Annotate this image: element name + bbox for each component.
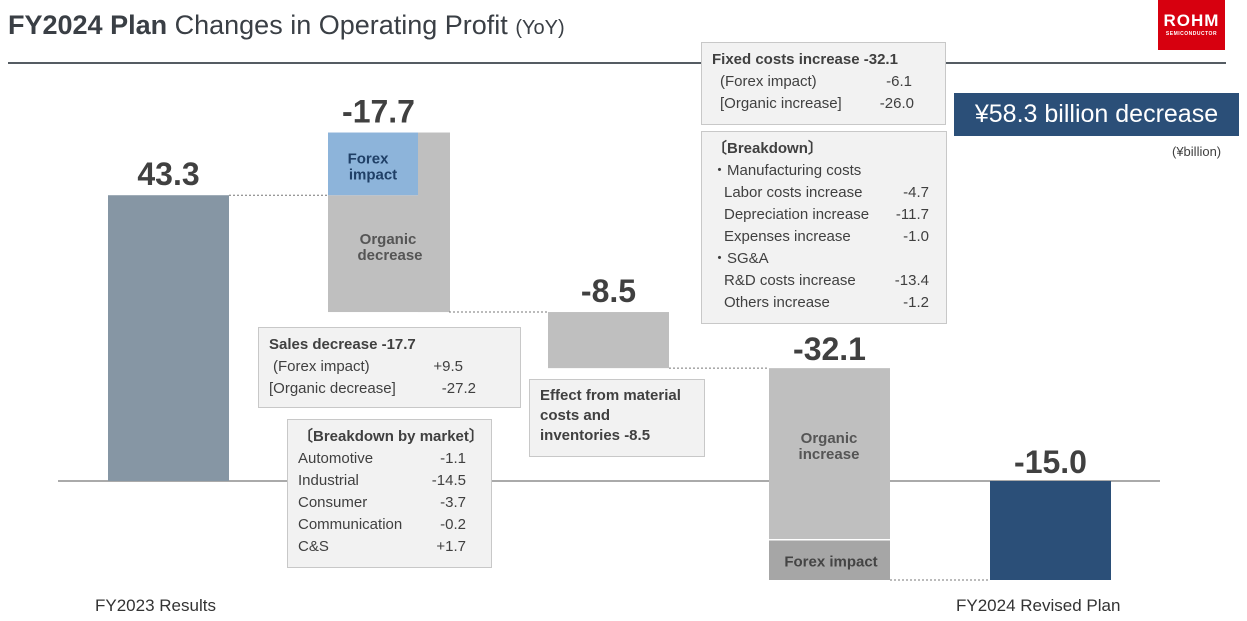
page-title: FY2024 Plan Changes in Operating Profit … <box>8 10 565 41</box>
value-label: -17.7 <box>342 94 415 130</box>
row-label: Industrial <box>298 472 359 489</box>
title-rest: Changes in Operating Profit <box>174 10 508 40</box>
breakdown-row: Others increase -1.2 <box>712 292 929 314</box>
category-label: FY2024 Revised Plan <box>956 596 1121 615</box>
bar-sales-forex <box>328 132 418 196</box>
row-label: Automotive <box>298 450 374 467</box>
row-label: C&S <box>298 538 329 555</box>
fixed-row-label: [Organic increase] <box>720 95 842 112</box>
material-box: Effect from material costs and inventori… <box>529 379 705 457</box>
title-divider <box>8 62 1226 64</box>
segment-label: Organic <box>360 231 417 248</box>
fixed-costs-box: Fixed costs increase -32.1 (Forex impact… <box>701 42 946 125</box>
breakdown-row: Industrial -14.5 <box>298 470 466 492</box>
value-label: 43.3 <box>137 156 199 192</box>
breakdown-row: R&D costs increase -13.4 <box>712 270 929 292</box>
segment-label: increase <box>799 446 860 463</box>
bar-fy2024 <box>990 481 1111 580</box>
headline-badge: ¥58.3 billion decrease <box>954 93 1239 136</box>
row-label: Expenses increase <box>724 228 851 245</box>
sales-box: Sales decrease -17.7 (Forex impact) +9.5 … <box>258 327 521 408</box>
row-label: Depreciation increase <box>724 206 870 223</box>
fixed-row-label: (Forex impact) <box>720 73 817 90</box>
row-value: -1.0 <box>903 228 929 245</box>
value-label: -32.1 <box>793 331 866 367</box>
segment-label: Forex <box>348 151 390 168</box>
breakdown-box: 〔Breakdown〕 ・Manufacturing costs Labor c… <box>701 131 947 324</box>
segment-label: impact <box>349 167 397 184</box>
unit-label: (¥billion) <box>1172 144 1222 159</box>
fixed-row-value: -6.1 <box>886 73 912 90</box>
fixed-row-value: -26.0 <box>879 95 914 112</box>
breakdown-row: Labor costs increase -4.7 <box>712 182 929 204</box>
row-value: -3.7 <box>440 494 466 511</box>
row-value: -14.5 <box>431 472 466 489</box>
bar-sales-organic <box>328 195 449 313</box>
row-label: Others increase <box>724 294 830 311</box>
value-label: -8.5 <box>581 273 636 309</box>
row-label: Labor costs increase <box>724 184 863 201</box>
category-label: FY2023 Results <box>95 596 216 615</box>
breakdown-row: C&S +1.7 <box>298 536 466 558</box>
row-value: -0.2 <box>440 516 466 533</box>
row-label: Communication <box>298 516 403 533</box>
segment-label: Forex impact <box>784 554 877 571</box>
title-suffix: (YoY) <box>515 17 565 39</box>
sales-row-label: [Organic decrease] <box>269 380 396 397</box>
value-label: -15.0 <box>1014 444 1087 480</box>
breakdown-title: 〔Breakdown〕 <box>712 140 823 157</box>
segment-label: decrease <box>357 247 422 264</box>
row-label: R&D costs increase <box>724 272 856 289</box>
fixed-box-title: Fixed costs increase -32.1 <box>712 51 898 68</box>
bar-material <box>548 312 669 369</box>
market-box: 〔Breakdown by market〕 Automotive -1.1 Indu… <box>287 419 492 568</box>
breakdown-row: Automotive -1.1 <box>298 448 466 470</box>
bar-fixed-forex <box>769 539 890 580</box>
breakdown-row: Communication -0.2 <box>298 514 466 536</box>
sales-row-label: (Forex impact) <box>273 358 370 375</box>
breakdown-row: Expenses increase -1.0 <box>712 226 929 248</box>
row-value: -13.4 <box>894 272 929 289</box>
market-box-title: 〔Breakdown by market〕 <box>298 428 484 445</box>
row-value: -4.7 <box>903 184 929 201</box>
breakdown-row: Depreciation increase -11.7 <box>712 204 929 226</box>
breakdown-row: Consumer -3.7 <box>298 492 466 514</box>
sales-box-title: Sales decrease -17.7 <box>269 336 416 353</box>
title-bold: FY2024 Plan <box>8 10 168 40</box>
breakdown-group: ・Manufacturing costs <box>712 162 862 179</box>
breakdown-group: ・SG&A <box>712 250 769 267</box>
row-value: -1.1 <box>440 450 466 467</box>
row-value: -11.7 <box>895 206 929 223</box>
row-value: +1.7 <box>436 538 466 555</box>
row-value: -1.2 <box>903 294 929 311</box>
segment-label: Organic <box>801 430 858 447</box>
sales-row-value: -27.2 <box>441 380 476 397</box>
rohm-logo: ROHM SEMICONDUCTOR <box>1158 0 1225 50</box>
sales-row-value: +9.5 <box>433 358 463 375</box>
row-label: Consumer <box>298 494 368 511</box>
bar-fy2023 <box>108 195 229 481</box>
bar-fixed-organic <box>769 368 890 540</box>
